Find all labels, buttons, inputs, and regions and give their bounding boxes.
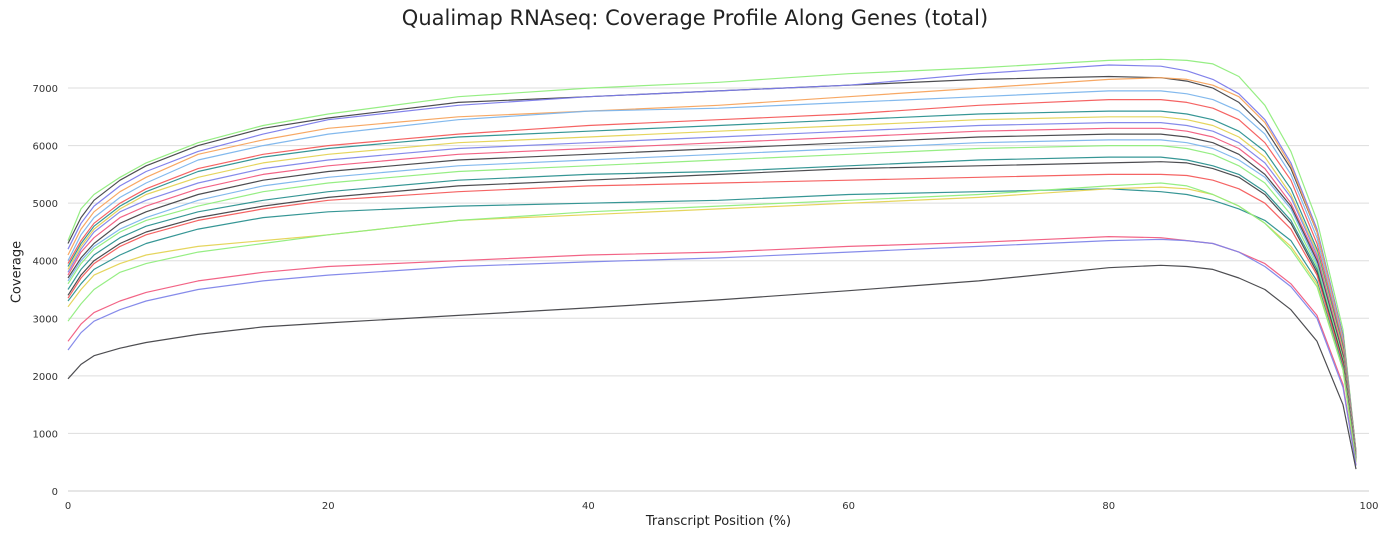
series-line-8[interactable]	[67, 116, 1357, 456]
y-tick-label: 3000	[33, 314, 58, 325]
y-tick-label: 7000	[33, 84, 58, 95]
y-tick-label: 5000	[33, 199, 58, 210]
series-line-6[interactable]	[67, 98, 1357, 455]
series-line-16[interactable]	[67, 173, 1357, 461]
series-line-12[interactable]	[67, 139, 1357, 459]
series-line-10[interactable]	[67, 127, 1357, 458]
series-line-14[interactable]	[67, 156, 1357, 460]
series-line-22[interactable]	[67, 264, 1357, 470]
x-tick-labels: 0 20 40 60 80 100	[65, 501, 1379, 512]
x-tick-label: 0	[65, 501, 71, 512]
series-line-2[interactable]	[67, 75, 1357, 452]
series-line-9[interactable]	[67, 121, 1357, 457]
y-tick-label: 0	[52, 487, 58, 498]
series-line-1[interactable]	[67, 58, 1357, 451]
x-tick-label: 60	[842, 501, 855, 512]
y-axis-label: Coverage	[9, 240, 25, 304]
x-tick-label: 40	[582, 501, 595, 512]
y-tick-label: 6000	[33, 142, 58, 153]
series-line-11[interactable]	[67, 133, 1357, 458]
series-lines[interactable]	[67, 58, 1357, 470]
y-tick-label: 1000	[33, 429, 58, 440]
series-line-4[interactable]	[67, 77, 1357, 454]
series-line-3[interactable]	[67, 64, 1357, 453]
series-line-19[interactable]	[67, 182, 1357, 463]
x-tick-label: 80	[1102, 501, 1115, 512]
x-axis-label: Transcript Position (%)	[645, 514, 792, 529]
series-line-5[interactable]	[67, 90, 1357, 454]
series-line-21[interactable]	[67, 238, 1357, 466]
y-tick-label: 4000	[33, 257, 58, 268]
x-tick-label: 100	[1359, 501, 1378, 512]
series-line-20[interactable]	[67, 236, 1357, 466]
x-tick-label: 20	[322, 501, 335, 512]
series-line-18[interactable]	[67, 186, 1357, 462]
series-line-13[interactable]	[67, 145, 1357, 459]
chart-title: Qualimap RNAseq: Coverage Profile Along …	[401, 6, 989, 30]
series-line-17[interactable]	[67, 188, 1357, 462]
y-tick-labels: 0 1000 2000 3000 4000 5000 6000 7000	[33, 84, 58, 498]
y-tick-label: 2000	[33, 372, 58, 383]
series-line-7[interactable]	[67, 110, 1357, 456]
series-line-15[interactable]	[67, 161, 1357, 460]
